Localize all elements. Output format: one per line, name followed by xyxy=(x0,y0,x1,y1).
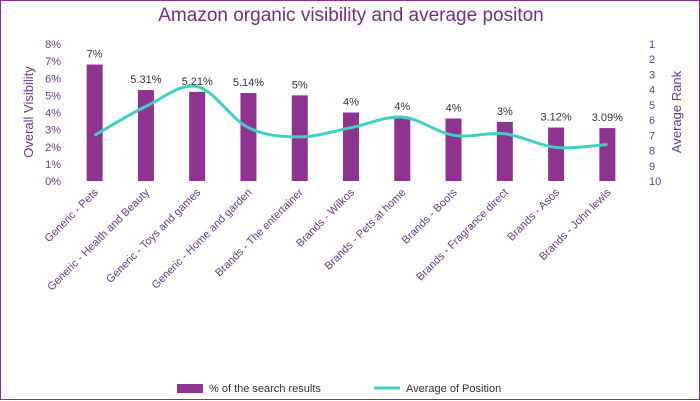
left-tick-label: 7% xyxy=(45,56,61,68)
right-tick-label: 7 xyxy=(649,130,655,142)
data-labels: 7% 5.31% 5.21% 5.14% 5% 4% 4% 4% 3% 3.12% 3.09% xyxy=(87,49,623,125)
right-tick-label: 2 xyxy=(649,54,655,66)
legend-label-bars: % of the search results xyxy=(209,383,321,395)
bar-data-label: 4% xyxy=(394,101,410,113)
left-tick-label: 2% xyxy=(45,142,61,154)
series-line xyxy=(93,84,608,150)
right-tick-label: 10 xyxy=(649,176,661,188)
bar-data-label: 5% xyxy=(292,79,308,91)
right-axis-ticks: 1 2 3 4 5 6 7 8 9 10 xyxy=(649,39,661,188)
bar xyxy=(394,116,411,181)
bar-data-label: 7% xyxy=(87,49,103,61)
left-axis-ticks: 0% 1% 2% 3% 4% 5% 6% 7% 8% xyxy=(45,39,61,188)
y-axis-title-right: Average Rank xyxy=(669,70,684,153)
bar-data-label: 5.14% xyxy=(233,77,264,89)
category-label: Brands - Asos xyxy=(505,186,562,243)
bar-series xyxy=(86,64,616,181)
right-tick-label: 5 xyxy=(649,100,655,112)
bar xyxy=(548,127,565,181)
bar-data-label: 5.21% xyxy=(182,76,213,88)
bar-data-label: 4% xyxy=(343,97,359,109)
bar-data-label: 3.12% xyxy=(540,112,571,124)
right-tick-label: 6 xyxy=(649,115,655,127)
category-label: Generic - Pets xyxy=(43,186,102,245)
right-tick-label: 1 xyxy=(649,39,655,51)
left-tick-label: 0% xyxy=(45,176,61,188)
bar-data-label: 3.09% xyxy=(592,112,623,124)
bar-data-label: 5.31% xyxy=(130,74,161,86)
y-axis-title-left: Overall Visibility xyxy=(21,66,36,158)
chart-title: Amazon organic visibility and average po… xyxy=(158,5,544,26)
bar xyxy=(496,121,513,181)
legend: % of the search results Average of Posit… xyxy=(177,383,501,395)
bar xyxy=(599,128,616,181)
line-series xyxy=(93,84,608,150)
bar-data-label: 3% xyxy=(497,106,513,118)
bar xyxy=(343,112,359,181)
category-label: Brands - The entertainer xyxy=(213,186,306,279)
bar-data-label: 4% xyxy=(446,102,462,114)
category-label: Generic - Home and garden xyxy=(150,187,255,292)
left-tick-label: 5% xyxy=(45,90,61,102)
category-label: Brands - Fragrance direct xyxy=(414,187,511,284)
legend-label-line: Average of Position xyxy=(406,383,501,395)
legend-swatch-bars xyxy=(177,384,203,393)
right-tick-label: 3 xyxy=(649,69,655,81)
bar xyxy=(86,64,103,181)
right-tick-label: 8 xyxy=(649,146,655,158)
left-tick-label: 8% xyxy=(45,39,61,51)
bar xyxy=(137,90,154,181)
category-label: Generic - Health and Beauty xyxy=(45,186,152,293)
category-label: Generic - Toys and games xyxy=(104,186,203,285)
bar xyxy=(445,118,462,181)
bar xyxy=(240,92,257,181)
right-tick-label: 9 xyxy=(649,161,655,173)
right-tick-label: 4 xyxy=(649,85,655,97)
left-tick-label: 4% xyxy=(45,108,61,120)
left-tick-label: 3% xyxy=(45,125,61,137)
left-tick-label: 6% xyxy=(45,73,61,85)
bar xyxy=(189,91,206,181)
left-tick-label: 1% xyxy=(45,159,61,171)
